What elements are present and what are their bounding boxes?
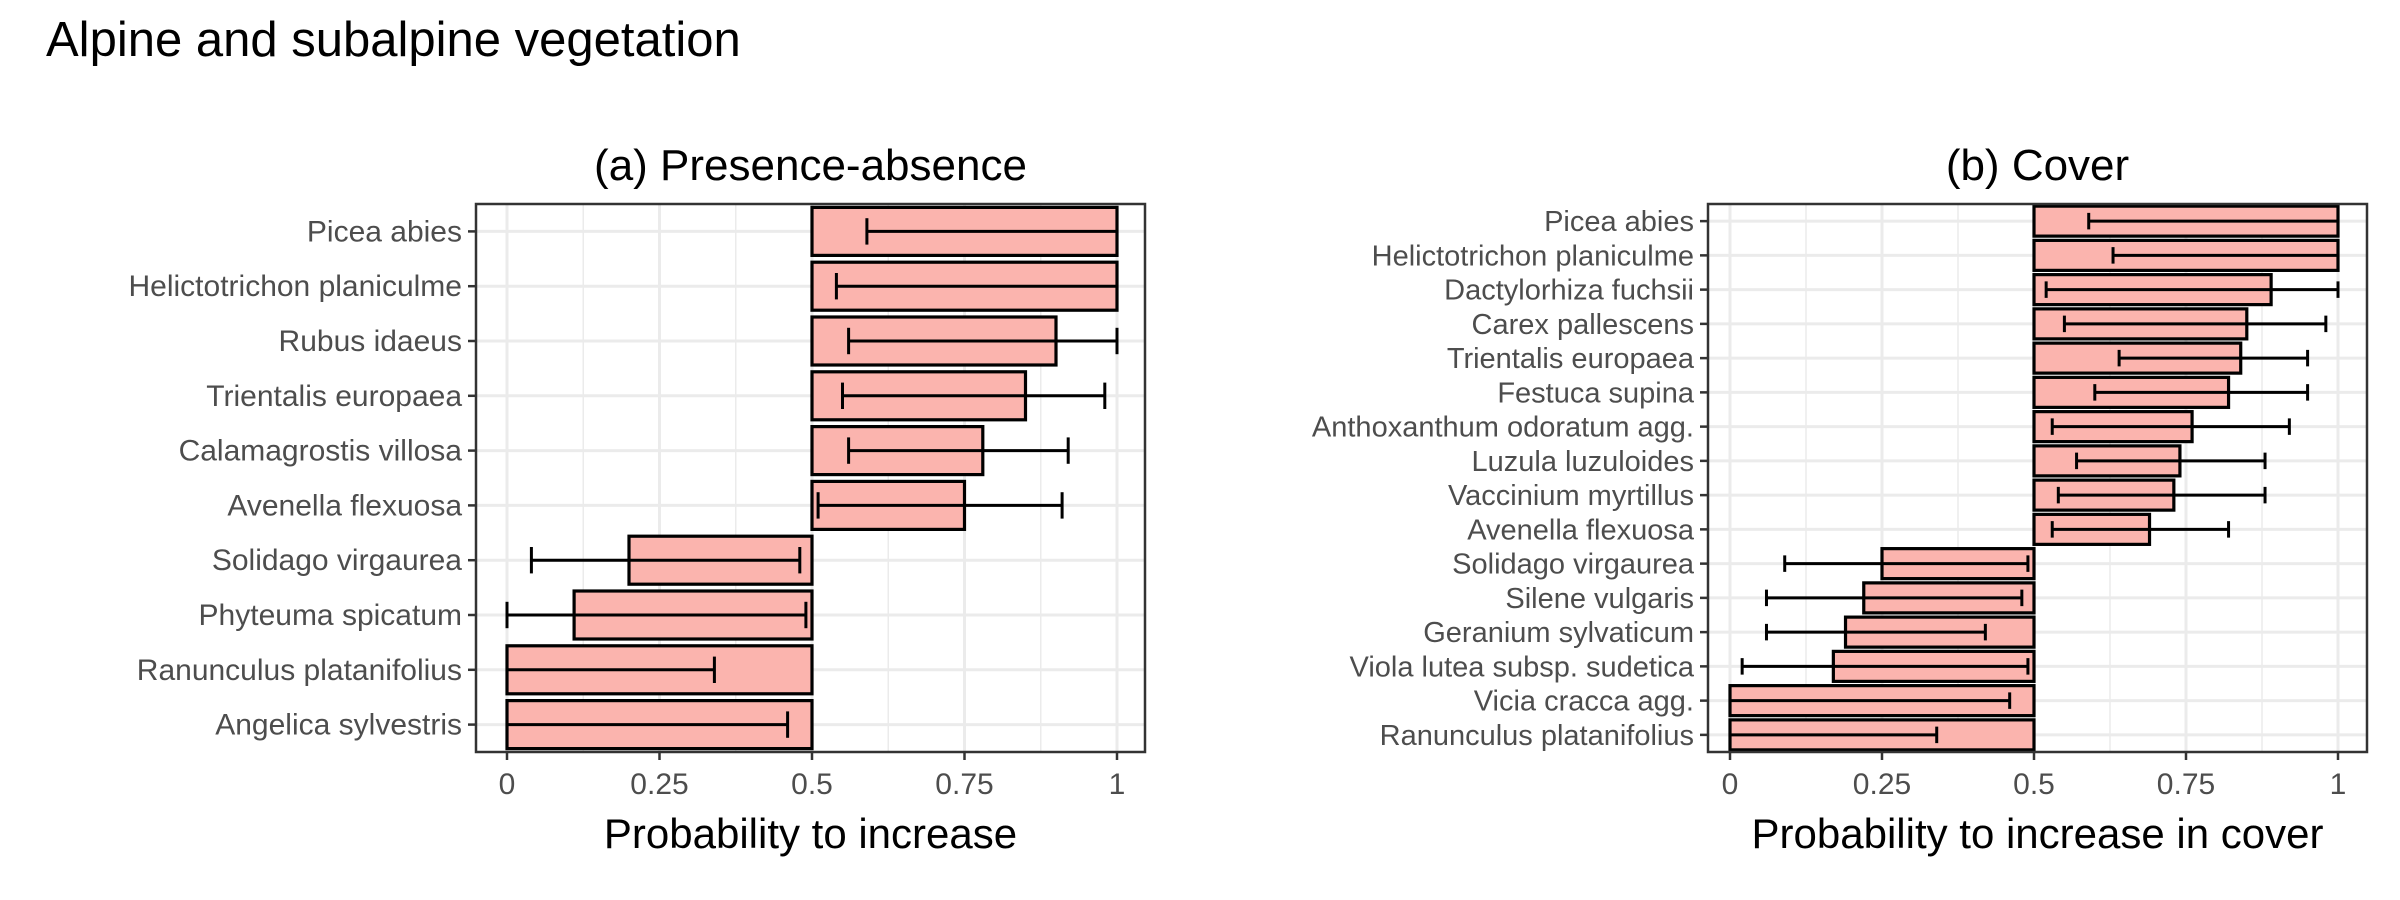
y-tick-label: Rubus idaeus	[279, 325, 462, 358]
panel-title: (a) Presence-absence	[594, 141, 1027, 190]
y-tick-label: Anthoxanthum odoratum agg.	[1312, 412, 1694, 444]
y-tick-label: Ranunculus platanifolius	[137, 654, 462, 687]
y-tick-label: Trientalis europaea	[1447, 343, 1695, 375]
y-tick-label: Picea abies	[1544, 206, 1694, 238]
y-tick-label: Angelica sylvestris	[215, 709, 462, 742]
x-tick-label: 1	[2330, 768, 2347, 801]
y-tick-label: Viola lutea subsp. sudetica	[1350, 651, 1695, 683]
x-tick-label: 0.75	[935, 768, 993, 801]
y-tick-label: Vaccinium myrtillus	[1448, 480, 1694, 512]
panel-border	[1706, 202, 2369, 754]
y-tick-label: Calamagrostis villosa	[179, 435, 463, 468]
panel-title: (b) Cover	[1946, 141, 2129, 190]
y-tick-label: Dactylorhiza fuchsii	[1444, 275, 1694, 307]
x-tick-label: 0.5	[2013, 768, 2055, 801]
panel-border	[474, 202, 1147, 754]
y-tick-label: Silene vulgaris	[1505, 583, 1694, 615]
y-tick-label: Trientalis europaea	[206, 380, 462, 413]
y-tick-label: Festuca supina	[1497, 377, 1695, 409]
x-tick-label: 1	[1109, 768, 1126, 801]
y-tick-label: Vicia cracca agg.	[1474, 686, 1694, 718]
y-tick-label: Avenella flexuosa	[227, 489, 462, 522]
y-tick-label: Luzula luzuloides	[1472, 446, 1694, 478]
x-tick-label: 0.25	[1853, 768, 1911, 801]
y-tick-label: Ranunculus platanifolius	[1380, 720, 1694, 752]
x-axis-title: Probability to increase in cover	[1752, 810, 2324, 857]
y-tick-label: Carex pallescens	[1472, 309, 1694, 341]
x-tick-label: 0.75	[2157, 768, 2215, 801]
x-tick-label: 0	[1722, 768, 1739, 801]
y-tick-label: Phyteuma spicatum	[199, 599, 462, 632]
x-axis-title: Probability to increase	[604, 810, 1017, 857]
y-tick-label: Geranium sylvaticum	[1423, 617, 1694, 649]
y-tick-label: Helictotrichon planiculme	[129, 270, 463, 303]
y-tick-label: Avenella flexuosa	[1467, 514, 1695, 546]
panel-presence-absence: Picea abies Helictotrichon planiculme Rubu…	[129, 141, 1147, 857]
y-tick-label: Picea abies	[307, 215, 462, 248]
y-tick-label: Helictotrichon planiculme	[1372, 240, 1694, 272]
x-tick-label: 0	[499, 768, 516, 801]
x-tick-label: 0.25	[630, 768, 688, 801]
y-tick-label: Solidago virgaurea	[212, 544, 462, 577]
x-tick-label: 0.5	[791, 768, 833, 801]
main-title: Alpine and subalpine vegetation	[46, 13, 741, 67]
y-tick-label: Solidago virgaurea	[1452, 549, 1695, 581]
